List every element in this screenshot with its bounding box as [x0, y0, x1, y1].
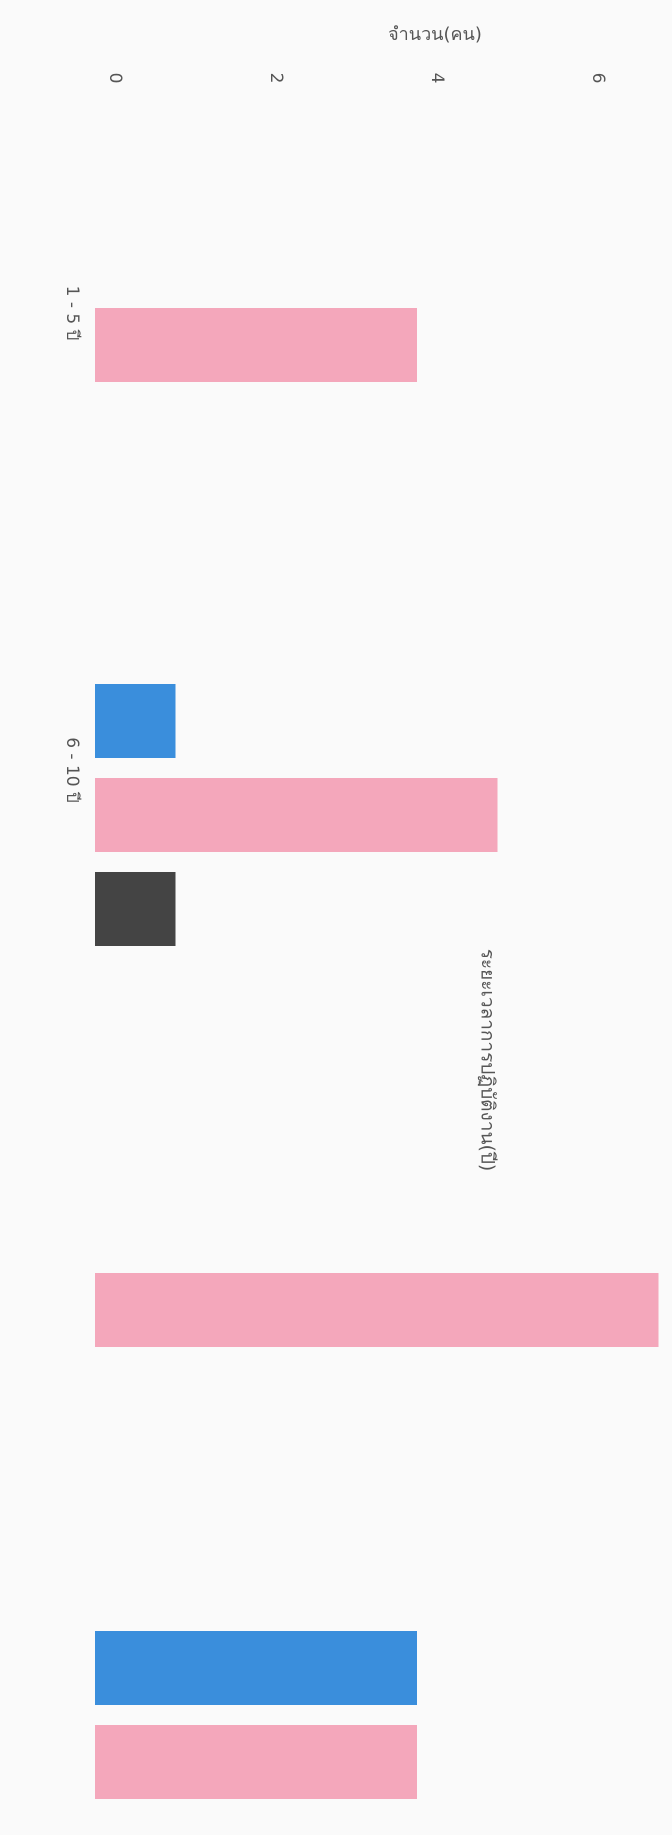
category-tick-label: 6 - 10 ปี: [62, 737, 82, 803]
bar: [95, 1631, 417, 1705]
value-tick-label: 6: [588, 73, 608, 84]
bar: [95, 1725, 417, 1799]
bars-group: [95, 308, 659, 1799]
bar: [95, 778, 498, 852]
value-tick-label: 0: [105, 73, 125, 84]
value-axis-ticks: 0 2 4 6: [105, 73, 608, 84]
bar: [95, 1273, 659, 1347]
value-tick-label: 4: [427, 73, 447, 84]
bar: [95, 684, 176, 758]
category-labels: 1 - 5 ปี6 - 10 ปี11 - 20 ปีมากกว่า 20 ปี: [62, 286, 82, 803]
bar: [95, 308, 417, 382]
bar: [95, 872, 176, 946]
category-tick-label: 1 - 5 ปี: [62, 286, 82, 341]
category-axis-label: ระยะเวลาการปฏิบัติงาน(ปี): [477, 949, 499, 1172]
value-tick-label: 2: [266, 73, 286, 84]
value-axis-label: จำนวน(คน): [388, 24, 482, 45]
